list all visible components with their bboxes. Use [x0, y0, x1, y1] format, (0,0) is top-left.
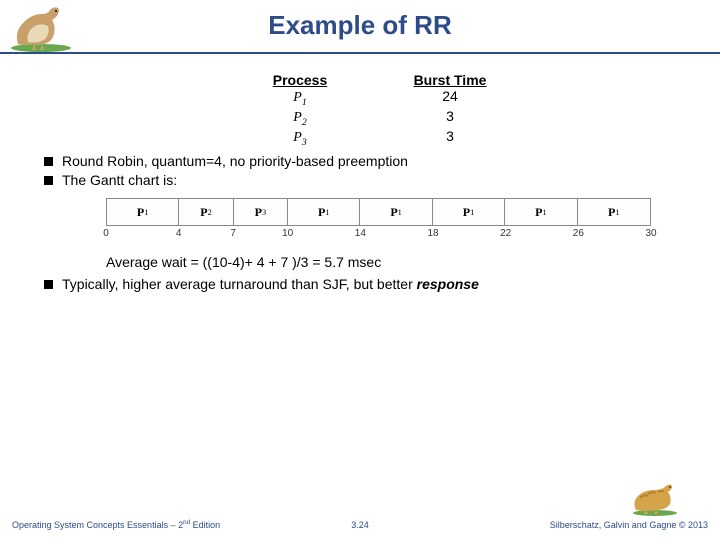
gantt-segment: P1 [107, 199, 179, 225]
footer-page-number: 3.24 [351, 520, 369, 530]
content-area: Process Burst Time P1 24 P2 3 P3 3 Round… [0, 54, 720, 292]
gantt-segment: P3 [234, 199, 288, 225]
gantt-segment: P1 [505, 199, 577, 225]
footer-copyright: Silberschatz, Galvin and Gagne © 2013 [550, 520, 708, 530]
gantt-tick: 18 [427, 228, 438, 239]
gantt-ticks: 047101418222630 [106, 226, 651, 240]
table-header: Process Burst Time [225, 72, 525, 88]
gantt-segment: P1 [288, 199, 360, 225]
page-title: Example of RR [0, 10, 720, 41]
cell-burst: 3 [375, 108, 525, 128]
bullet-item: The Gantt chart is: [40, 172, 680, 188]
footer-left: Operating System Concepts Essentials – 2… [12, 519, 220, 530]
col-header-burst: Burst Time [375, 72, 525, 88]
gantt-segment: P2 [179, 199, 233, 225]
bullet-list: Round Robin, quantum=4, no priority-base… [40, 153, 680, 188]
cell-process: P1 [225, 88, 375, 108]
dinosaur-top-icon [6, 2, 76, 52]
gantt-tick: 22 [500, 228, 511, 239]
cell-process: P3 [225, 128, 375, 148]
gantt-chart: P1P2P3P1P1P1P1P1 047101418222630 [106, 198, 651, 240]
gantt-tick: 7 [230, 228, 236, 239]
col-header-process: Process [225, 72, 375, 88]
bullet-list: Typically, higher average turnaround tha… [40, 276, 680, 292]
gantt-tick: 10 [282, 228, 293, 239]
cell-process: P2 [225, 108, 375, 128]
gantt-segment: P1 [578, 199, 650, 225]
gantt-tick: 30 [645, 228, 656, 239]
cell-burst: 3 [375, 128, 525, 148]
gantt-bar: P1P2P3P1P1P1P1P1 [106, 198, 651, 226]
average-wait-text: Average wait = ((10-4)+ 4 + 7 )/3 = 5.7 … [106, 254, 680, 270]
title-bar: Example of RR [0, 0, 720, 54]
table-row: P3 3 [225, 128, 525, 148]
gantt-tick: 0 [103, 228, 109, 239]
gantt-segment: P1 [360, 199, 432, 225]
gantt-segment: P1 [433, 199, 505, 225]
cell-burst: 24 [375, 88, 525, 108]
gantt-tick: 4 [176, 228, 182, 239]
gantt-tick: 14 [355, 228, 366, 239]
process-table: Process Burst Time P1 24 P2 3 P3 3 [225, 72, 525, 147]
table-row: P2 3 [225, 108, 525, 128]
table-row: P1 24 [225, 88, 525, 108]
footer: Operating System Concepts Essentials – 2… [0, 504, 720, 534]
bullet-item: Round Robin, quantum=4, no priority-base… [40, 153, 680, 169]
bullet-item: Typically, higher average turnaround tha… [40, 276, 680, 292]
gantt-tick: 26 [573, 228, 584, 239]
